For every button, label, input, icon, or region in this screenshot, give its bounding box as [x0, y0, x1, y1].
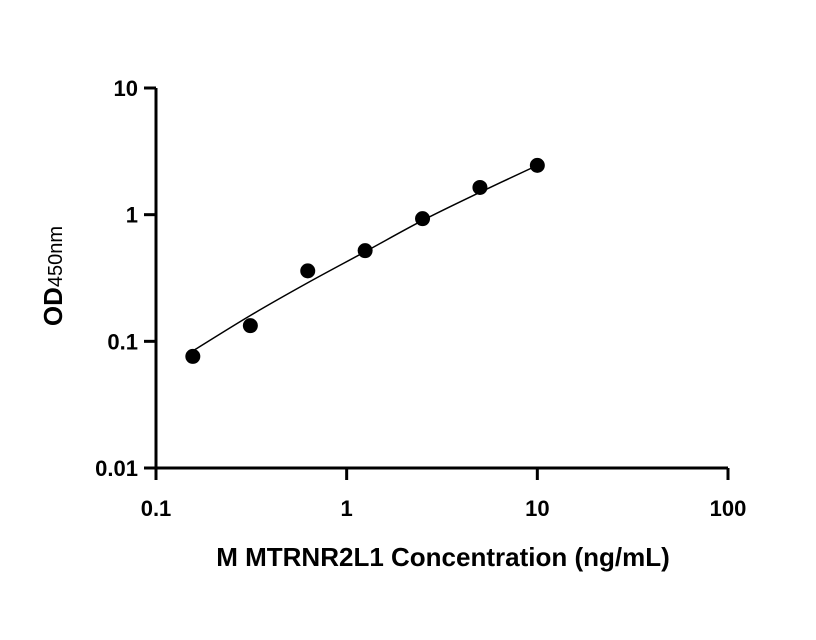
data-point — [472, 179, 488, 195]
data-point — [185, 348, 201, 364]
data-points — [185, 157, 545, 364]
y-tick-label: 0.01 — [95, 456, 138, 481]
x-tick-label: 100 — [710, 496, 747, 521]
data-point — [357, 243, 373, 259]
data-point — [242, 318, 258, 334]
data-point — [300, 263, 316, 279]
x-tick-label: 10 — [525, 496, 549, 521]
y-axis-title-main: OD — [38, 287, 68, 326]
tick-marks — [144, 86, 730, 480]
data-point — [415, 211, 431, 227]
x-tick-label: 0.1 — [141, 496, 172, 521]
y-tick-label: 1 — [126, 203, 138, 228]
y-axis-title: OD450nm — [38, 226, 68, 326]
x-tick-label: 1 — [341, 496, 353, 521]
data-point — [529, 157, 545, 173]
y-tick-label: 0.1 — [107, 329, 138, 354]
axes — [154, 88, 728, 470]
y-axis-title-subscript: 450nm — [45, 226, 67, 287]
x-axis-title: M MTRNR2L1 Concentration (ng/mL) — [216, 542, 670, 572]
y-tick-label: 10 — [114, 76, 138, 101]
